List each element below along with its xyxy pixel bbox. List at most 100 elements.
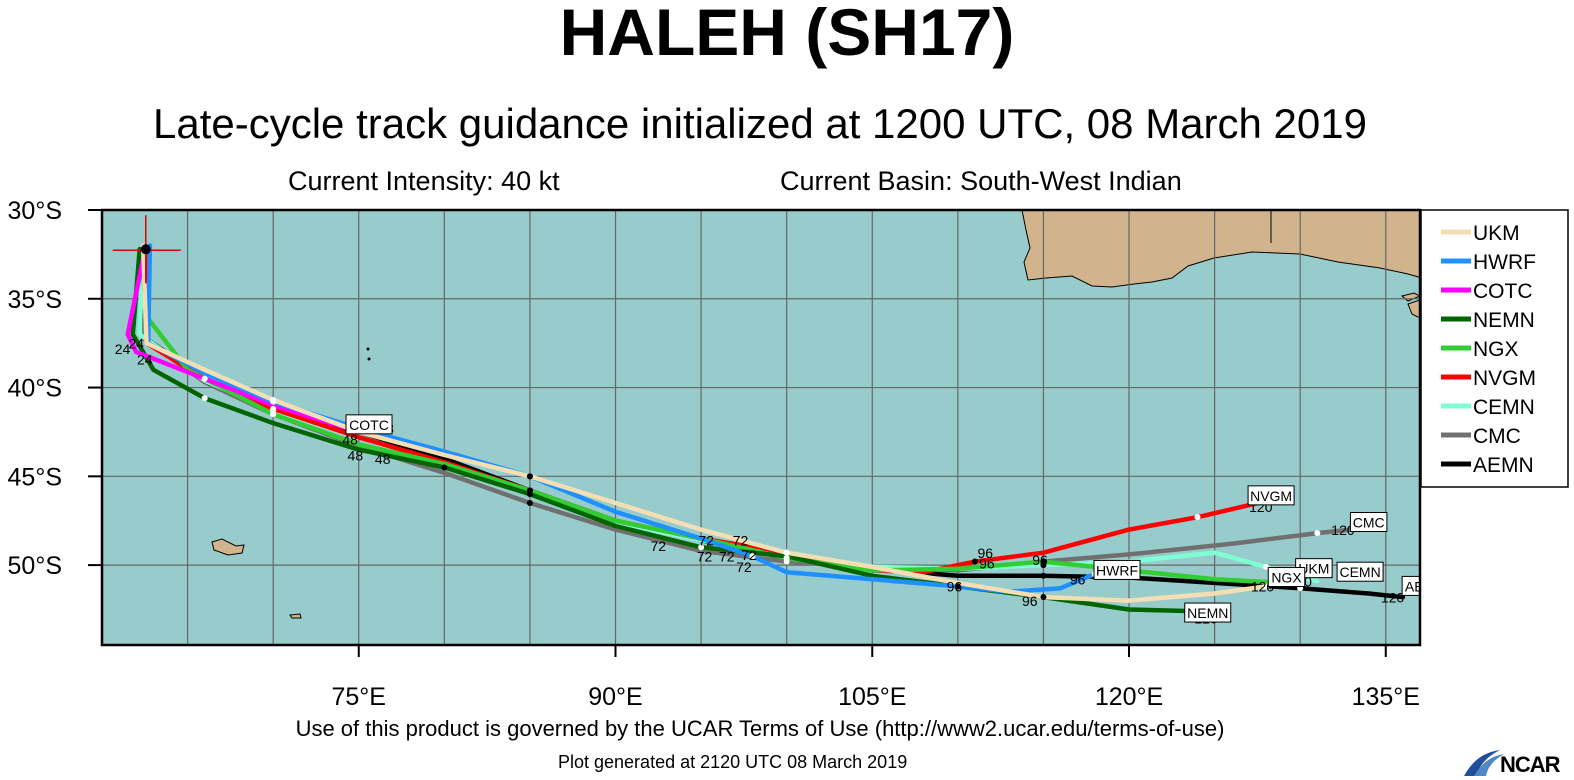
forecast-hour-label: 48 <box>348 447 364 463</box>
track-point-aemn <box>1040 572 1047 579</box>
track-point-cemn <box>1262 563 1269 570</box>
axis-ticks: 75°E 90°E 105°E 120°E 135°E 30°S 35°S 40°S 45°S 5… <box>8 197 1420 711</box>
end-label-box <box>1349 511 1388 532</box>
forecast-hour-label: 24 <box>115 341 131 357</box>
y-tick-label: 50°S <box>8 552 62 580</box>
forecast-hour-label: 96 <box>1022 593 1038 609</box>
legend-label-nemn: NEMN <box>1473 309 1535 332</box>
kerguelen-islands <box>211 538 245 556</box>
australia-landmass <box>1021 210 1420 288</box>
ncar-logo-icon <box>1464 750 1504 776</box>
st-paul-island <box>367 357 371 361</box>
end-label-ukm: UKM <box>1298 561 1329 577</box>
current-position-marker <box>112 215 181 284</box>
track-point-cmc <box>1040 558 1047 565</box>
forecast-hour-label: 96 <box>947 579 963 595</box>
forecast-hour-label: 72 <box>697 549 713 565</box>
end-label-box <box>345 414 393 435</box>
eyre-peninsula-tip <box>1407 299 1420 319</box>
legend-label-ngx: NGX <box>1473 338 1519 361</box>
track-ukm <box>140 243 1269 603</box>
end-label-nvgm: NVGM <box>1250 488 1292 504</box>
end-label-box <box>1184 602 1232 623</box>
forecast-hour-label: 120 <box>1381 589 1405 605</box>
legend-label-cotc: COTC <box>1473 280 1533 303</box>
x-tick-label: 135°E <box>1352 683 1420 711</box>
track-point-ukm <box>1040 594 1047 601</box>
track-point-nemn <box>698 544 705 551</box>
forecast-hour-label: 48 <box>375 451 391 467</box>
track-ngx <box>139 246 1286 586</box>
end-label-aemn: AEMN <box>1405 578 1445 594</box>
end-label-hwrf: HWRF <box>1096 562 1138 578</box>
forecast-hour-label: 72 <box>736 559 752 575</box>
legend-label-nvgm: NVGM <box>1473 367 1536 390</box>
end-label-box <box>1336 561 1384 582</box>
forecast-hour-label: 72 <box>698 533 714 549</box>
forecast-hour-label: 48 <box>342 431 358 447</box>
y-tick-label: 40°S <box>8 375 62 403</box>
forecast-hour-label: 72 <box>741 547 757 563</box>
forecast-hour-label: 96 <box>1070 572 1086 588</box>
amsterdam-island <box>366 347 370 351</box>
y-tick-label: 45°S <box>8 463 62 491</box>
end-label-cemn: CEMN <box>1339 564 1380 580</box>
legend-label-hwrf: HWRF <box>1473 251 1536 274</box>
legend-label-cmc: CMC <box>1473 425 1521 448</box>
y-tick-label: 30°S <box>8 197 62 225</box>
current-intensity: Current Intensity: 40 kt <box>288 166 560 196</box>
model-end-labels: COTC NVGM CMC HWRF UKM CEMN NGX AEMN NEMN <box>345 414 1445 623</box>
track-point-cemn <box>783 549 790 556</box>
map-grid <box>102 210 1420 645</box>
forecast-hour-label: 96 <box>979 556 995 572</box>
end-label-cotc: COTC <box>349 417 389 433</box>
end-label-box <box>1093 559 1141 580</box>
track-point-hwrf <box>270 398 277 405</box>
track-point-nemn <box>954 583 961 590</box>
page-title: HALEH (SH17) <box>559 0 1015 69</box>
track-point-ukm <box>1262 583 1269 590</box>
forecast-hour-label: 24 <box>128 335 144 351</box>
end-label-nemn: NEMN <box>1187 605 1228 621</box>
legend-label-cemn: CEMN <box>1473 396 1535 419</box>
end-label-box <box>1247 485 1295 506</box>
heard-island <box>289 613 302 619</box>
track-point-cotc <box>201 375 208 382</box>
forecast-hour-label: 72 <box>733 533 749 549</box>
x-tick-label: 90°E <box>588 683 642 711</box>
track-point-cmc <box>1314 530 1321 537</box>
track-point-aemn <box>270 407 277 414</box>
forecast-hour-label: 96 <box>977 545 993 561</box>
legend-label-aemn: AEMN <box>1473 454 1534 477</box>
forecast-hour-label: 72 <box>651 538 667 554</box>
x-tick-label: 75°E <box>332 683 386 711</box>
track-point-nvgm <box>971 558 978 565</box>
legend-label-ukm: UKM <box>1473 222 1520 245</box>
track-cotc <box>125 248 362 435</box>
track-point-nemn <box>441 464 448 471</box>
terms-of-use: Use of this product is governed by the U… <box>295 716 1225 741</box>
track-point-hwrf <box>526 473 533 480</box>
forecast-hour-label: 24 <box>137 351 153 367</box>
x-tick-label: 105°E <box>838 683 906 711</box>
ncar-logo-text: NCAR <box>1500 752 1561 777</box>
track-point-nemn <box>201 395 208 402</box>
end-label-box <box>1401 575 1420 596</box>
track-point-hwrf <box>749 553 756 560</box>
forecast-hour-label: 96 <box>1032 552 1048 568</box>
map-frame <box>100 208 1422 647</box>
forecast-hour-label: 120 <box>1331 522 1355 538</box>
model-tracks <box>125 243 1406 614</box>
end-label-ngx: NGX <box>1271 570 1302 586</box>
track-point-aemn <box>783 555 790 561</box>
forecast-hour-label: 72 <box>719 549 735 565</box>
track-point-nvgm <box>1194 514 1201 521</box>
track-point-cmc <box>526 499 533 506</box>
end-label-cmc: CMC <box>1353 514 1385 530</box>
plot-generated-time: Plot generated at 2120 UTC 08 March 2019 <box>558 752 908 772</box>
y-tick-label: 35°S <box>8 286 62 314</box>
current-basin: Current Basin: South-West Indian <box>780 166 1182 196</box>
page-subtitle: Late-cycle track guidance initialized at… <box>153 100 1367 147</box>
current-position-dot <box>140 244 151 255</box>
